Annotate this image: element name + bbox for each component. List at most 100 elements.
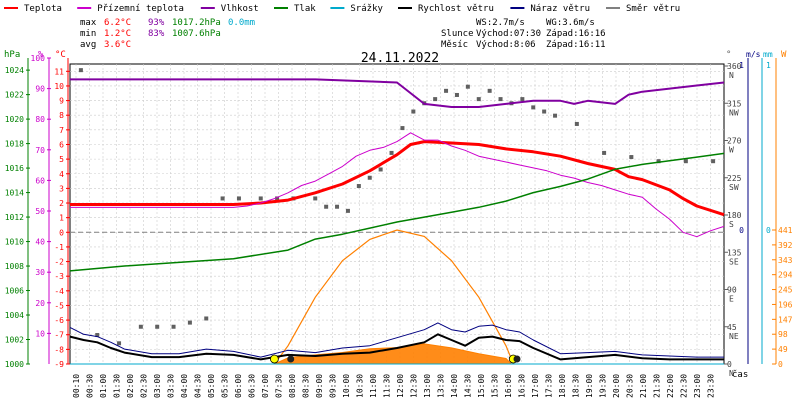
wind-direction-marker — [498, 97, 503, 102]
dir-tick-label: 225 — [727, 174, 742, 183]
x-tick-label: 22:00 — [666, 374, 675, 398]
x-tick-label: 18:00 — [558, 374, 567, 398]
x-tick-label: 11:00 — [369, 374, 378, 398]
chart-title: 24.11.2022 — [361, 51, 439, 66]
press-tick-label: 1016 — [5, 164, 24, 173]
x-tick-label: 19:00 — [585, 374, 594, 398]
moonrise-marker — [287, 355, 295, 363]
x-tick-label: 13:00 — [423, 374, 432, 398]
x-tick-label: 10:30 — [356, 374, 365, 398]
temp-tick-label: -1 — [54, 243, 64, 252]
temp-tick-label: 11 — [54, 67, 64, 76]
dir-tick-label: 135 — [727, 248, 742, 257]
plot-area — [69, 68, 725, 365]
x-tick-label: 16:00 — [504, 374, 513, 398]
x-tick-label: 07:30 — [275, 374, 284, 398]
ground-temperature-line — [70, 132, 725, 238]
dir-tick-compass: S — [729, 220, 734, 229]
sunrise-info: Východ:07:30 — [476, 29, 541, 39]
hpa-unit: hPa — [4, 50, 20, 60]
dir-tick-label: 0 — [727, 360, 732, 369]
dir-tick-compass: E — [729, 295, 734, 304]
x-tick-label: 06:30 — [248, 374, 257, 398]
degc-unit: °C — [55, 50, 66, 60]
wind-direction-marker — [275, 196, 280, 201]
wind-direction-marker — [367, 175, 372, 180]
temp-tick-label: -3 — [54, 272, 64, 281]
solar-tick-label: 0 — [778, 360, 783, 369]
wind-direction-marker — [204, 316, 209, 321]
mm-tick-label: 1 — [766, 61, 771, 70]
hum-tick-label: 80 — [35, 115, 45, 124]
ms-unit: m/s — [746, 50, 761, 59]
x-tick-label: 23:30 — [707, 374, 716, 398]
stats-max-hum: 93% — [148, 18, 165, 28]
hum-tick-label: 20 — [35, 299, 45, 308]
x-tick-label: 20:00 — [612, 374, 621, 398]
press-tick-label: 1024 — [5, 66, 24, 75]
ms-tick-label: 1 — [739, 61, 744, 70]
dir-tick-compass: N — [729, 369, 734, 378]
wind-direction-marker — [542, 109, 547, 114]
axes: 00:10 00:30 01:00 01:30 02:00 02:30 03:00 03:30… — [5, 54, 793, 398]
x-tick-label: 21:00 — [639, 374, 648, 398]
wind-direction-marker — [476, 97, 481, 102]
dir-tick-label: 90 — [727, 286, 737, 295]
x-tick-label: 15:00 — [477, 374, 486, 398]
solar-tick-label: 245 — [778, 286, 793, 295]
dir-tick-label: 360 — [727, 62, 742, 71]
temp-tick-label: 0 — [59, 228, 64, 237]
x-tick-label: 02:30 — [140, 374, 149, 398]
stats-min-temp: 1.2°C — [104, 29, 131, 39]
wind-direction-marker — [444, 88, 449, 93]
sunset-info: Západ:16:16 — [546, 29, 606, 39]
dir-tick-compass: W — [729, 146, 734, 155]
x-tick-label: 09:30 — [329, 374, 338, 398]
wind-direction-marker — [171, 324, 176, 329]
x-tick-label: 14:00 — [450, 374, 459, 398]
moon-label: Měsíc — [441, 40, 468, 50]
temp-tick-label: -9 — [54, 360, 64, 369]
x-tick-label: 17:30 — [545, 374, 554, 398]
temp-tick-label: -6 — [54, 316, 64, 325]
sun-label: Slunce — [441, 29, 474, 39]
wind-direction-marker — [400, 126, 405, 131]
humidity-line — [70, 78, 725, 108]
stats-avg-temp: 3.6°C — [104, 40, 131, 50]
wind-speed-line — [69, 333, 724, 361]
x-tick-label: 22:30 — [680, 374, 689, 398]
wind-direction-marker — [602, 150, 607, 155]
hum-tick-label: 50 — [35, 207, 45, 216]
wind-direction-marker — [487, 88, 492, 93]
x-tick-label: 09:00 — [315, 374, 324, 398]
w-unit: W — [781, 50, 787, 60]
wind-direction-marker — [520, 97, 525, 102]
solar-tick-label: 343 — [778, 256, 793, 265]
x-tick-label: 05:00 — [207, 374, 216, 398]
x-tick-label: 18:30 — [572, 374, 581, 398]
x-tick-label: 13:30 — [437, 374, 446, 398]
x-tick-label: 15:30 — [491, 374, 500, 398]
wind-direction-marker — [656, 159, 661, 164]
x-tick-label: 08:00 — [288, 374, 297, 398]
solar-tick-label: 392 — [778, 241, 793, 250]
hum-tick-label: 70 — [35, 146, 45, 155]
temp-tick-label: -2 — [54, 258, 64, 267]
solar-tick-label: 98 — [778, 330, 788, 339]
x-tick-label: 03:30 — [167, 374, 176, 398]
wind-gust-line — [69, 322, 724, 358]
moonset-info: Západ:16:11 — [546, 40, 606, 50]
legend-label: Vlhkost — [221, 4, 259, 14]
press-tick-label: 1020 — [5, 115, 24, 124]
dir-tick-compass: SW — [729, 183, 739, 192]
stats-max-label: max — [80, 18, 97, 28]
x-tick-label: 19:30 — [599, 374, 608, 398]
hum-tick-label: 30 — [35, 268, 45, 277]
wind-direction-marker — [155, 324, 160, 329]
temperature-line — [70, 140, 725, 217]
wind-direction-marker — [531, 105, 536, 110]
stats-max-temp: 6.2°C — [104, 18, 131, 28]
dir-tick-label: 180 — [727, 211, 742, 220]
pressure-line — [69, 152, 725, 272]
